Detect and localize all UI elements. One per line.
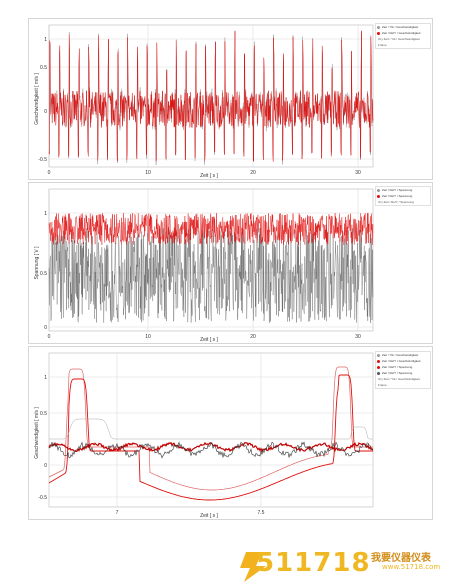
chart-panel-voltage: Spannung [ V ] Zeit [ s ] 0 10 20 30 1 0.5 0 … xyxy=(28,182,433,344)
legend-label: Zeit / RefY / Spannung xyxy=(382,194,413,198)
y-tick-label: 0 xyxy=(44,109,47,115)
legend-label: Ory Zeit / RefY / Spannung xyxy=(378,200,414,204)
x-tick-label: 7 xyxy=(116,510,119,516)
series-line-light-red xyxy=(48,366,373,491)
watermark-url: www.51718.com xyxy=(382,563,441,571)
legend-item[interactable]: Zeit / RefY / Geschwindigkeit xyxy=(376,358,430,364)
legend-item[interactable]: Zeit / RefY / Spannung xyxy=(376,187,430,193)
chart-panel-velocity: Geschwindigkeit [ m/s ] Zeit [ s ] 0 10 20… xyxy=(28,18,433,180)
x-tick-label: 20 xyxy=(250,170,256,176)
plot-frame xyxy=(48,24,374,168)
series-line-red xyxy=(48,374,373,501)
legend-label: Zeit / RefY / Geschwindigkeit xyxy=(382,359,421,363)
legend-label: Frame xyxy=(378,43,387,47)
y-tick-label: 0.5 xyxy=(40,65,47,71)
legend-item[interactable]: Ory Zeit / Ytk / Geschwindigkeit xyxy=(376,376,430,382)
legend-marker-icon xyxy=(377,189,380,192)
legend-label: Frame xyxy=(378,383,387,387)
series-line-gray xyxy=(48,227,374,323)
legend-item[interactable]: Frame xyxy=(376,42,430,48)
x-tick-label: 7.5 xyxy=(258,510,265,516)
y-axis-title: Geschwindigkeit [ m/s ] xyxy=(34,407,40,459)
plot-frame xyxy=(48,352,374,508)
y-tick-label: 0 xyxy=(44,463,47,469)
legend-label: Zeit / RefY / Geschwindigkeit xyxy=(382,31,421,35)
y-axis-title: Geschwindigkeit [ m/s ] xyxy=(34,73,40,125)
logo-icon xyxy=(240,552,266,582)
legend-label: Zeit / RefY / Spannung xyxy=(382,365,413,369)
legend-label: Zeit / Ytk / Geschwindigkeit xyxy=(382,353,419,357)
x-tick-label: 20 xyxy=(250,334,256,340)
plot-frame xyxy=(48,188,374,332)
legend-marker-icon xyxy=(377,360,380,363)
y-tick-label: 1 xyxy=(44,211,47,217)
series-line-red xyxy=(48,212,374,246)
watermark-chinese: 我要仪器仪表 xyxy=(371,553,431,564)
watermark-number: 511718 xyxy=(256,548,371,578)
x-tick-label: 0 xyxy=(48,170,51,176)
legend-marker-icon xyxy=(377,195,380,198)
legend-marker-icon xyxy=(377,354,380,357)
legend-label: Ory Zeit / Ytk / Geschwindigkeit xyxy=(378,37,420,41)
series-line-dark xyxy=(48,441,374,459)
y-tick-label: 1 xyxy=(44,375,47,381)
legend-marker-icon xyxy=(377,26,380,29)
legend-label: Zeit / RefY / Spannung xyxy=(382,188,413,192)
chart-legend[interactable]: Zeit / Ytk / Geschwindigkeit Zeit / RefY … xyxy=(375,23,431,49)
legend-item[interactable]: Ory Zeit / Ytk / Geschwindigkeit xyxy=(376,36,430,42)
y-tick-label: 0.5 xyxy=(40,411,47,417)
chart-legend[interactable]: Zeit / Ytk / Geschwindigkeit Zeit / RefY … xyxy=(375,351,431,389)
x-tick-label: 10 xyxy=(145,170,151,176)
voltage-plot: Spannung [ V ] Zeit [ s ] 0 10 20 30 1 0.5 0 xyxy=(34,188,374,343)
legend-item[interactable]: Zeit / RefY / Spannung xyxy=(376,364,430,370)
legend-marker-icon xyxy=(377,372,380,375)
legend-item[interactable]: Zeit / Ytk / Geschwindigkeit xyxy=(376,24,430,30)
watermark-logo xyxy=(240,552,266,582)
series-line-gray xyxy=(49,418,373,440)
legend-label: Ory Zeit / Ytk / Geschwindigkeit xyxy=(378,377,420,381)
y-tick-label: 1 xyxy=(44,37,47,43)
legend-item[interactable]: Zeit / Ytk / Geschwindigkeit xyxy=(376,352,430,358)
chart-legend[interactable]: Zeit / RefY / Spannung Zeit / RefY / Span… xyxy=(375,186,431,206)
y-tick-label: -0.5 xyxy=(38,157,47,163)
chart-panel-zoomed: Geschwindigkeit [ m/s ] Zeit [ s ] 7 7.5 … xyxy=(28,346,433,520)
legend-item[interactable]: Zeit / RefY / Geschwindigkeit xyxy=(376,30,430,36)
y-tick-label: 0 xyxy=(44,325,47,331)
series-line-red xyxy=(48,30,374,162)
legend-marker-icon xyxy=(377,366,380,369)
legend-item[interactable]: Zeit / RefY / Spannung xyxy=(376,193,430,199)
x-tick-label: 0 xyxy=(48,334,51,340)
x-tick-label: 30 xyxy=(355,170,361,176)
x-tick-label: 30 xyxy=(355,334,361,340)
legend-marker-icon xyxy=(377,32,380,35)
y-axis-title: Spannung [ V ] xyxy=(34,246,40,280)
x-axis-title: Zeit [ s ] xyxy=(200,513,218,519)
y-tick-label: 0.5 xyxy=(40,271,47,277)
y-tick-label: -0.5 xyxy=(38,495,47,501)
x-axis-title: Zeit [ s ] xyxy=(200,337,218,343)
legend-label: Zeit / RefY / Spannung xyxy=(382,371,413,375)
x-tick-label: 10 xyxy=(145,334,151,340)
legend-item[interactable]: Frame xyxy=(376,382,430,388)
velocity-plot: Geschwindigkeit [ m/s ] Zeit [ s ] 0 10 20… xyxy=(34,24,374,179)
legend-item[interactable]: Ory Zeit / RefY / Spannung xyxy=(376,199,430,205)
legend-item[interactable]: Zeit / RefY / Spannung xyxy=(376,370,430,376)
zoomed-plot: Geschwindigkeit [ m/s ] Zeit [ s ] 7 7.5 … xyxy=(34,352,374,519)
legend-label: Zeit / Ytk / Geschwindigkeit xyxy=(382,25,419,29)
x-axis-title: Zeit [ s ] xyxy=(200,173,218,179)
